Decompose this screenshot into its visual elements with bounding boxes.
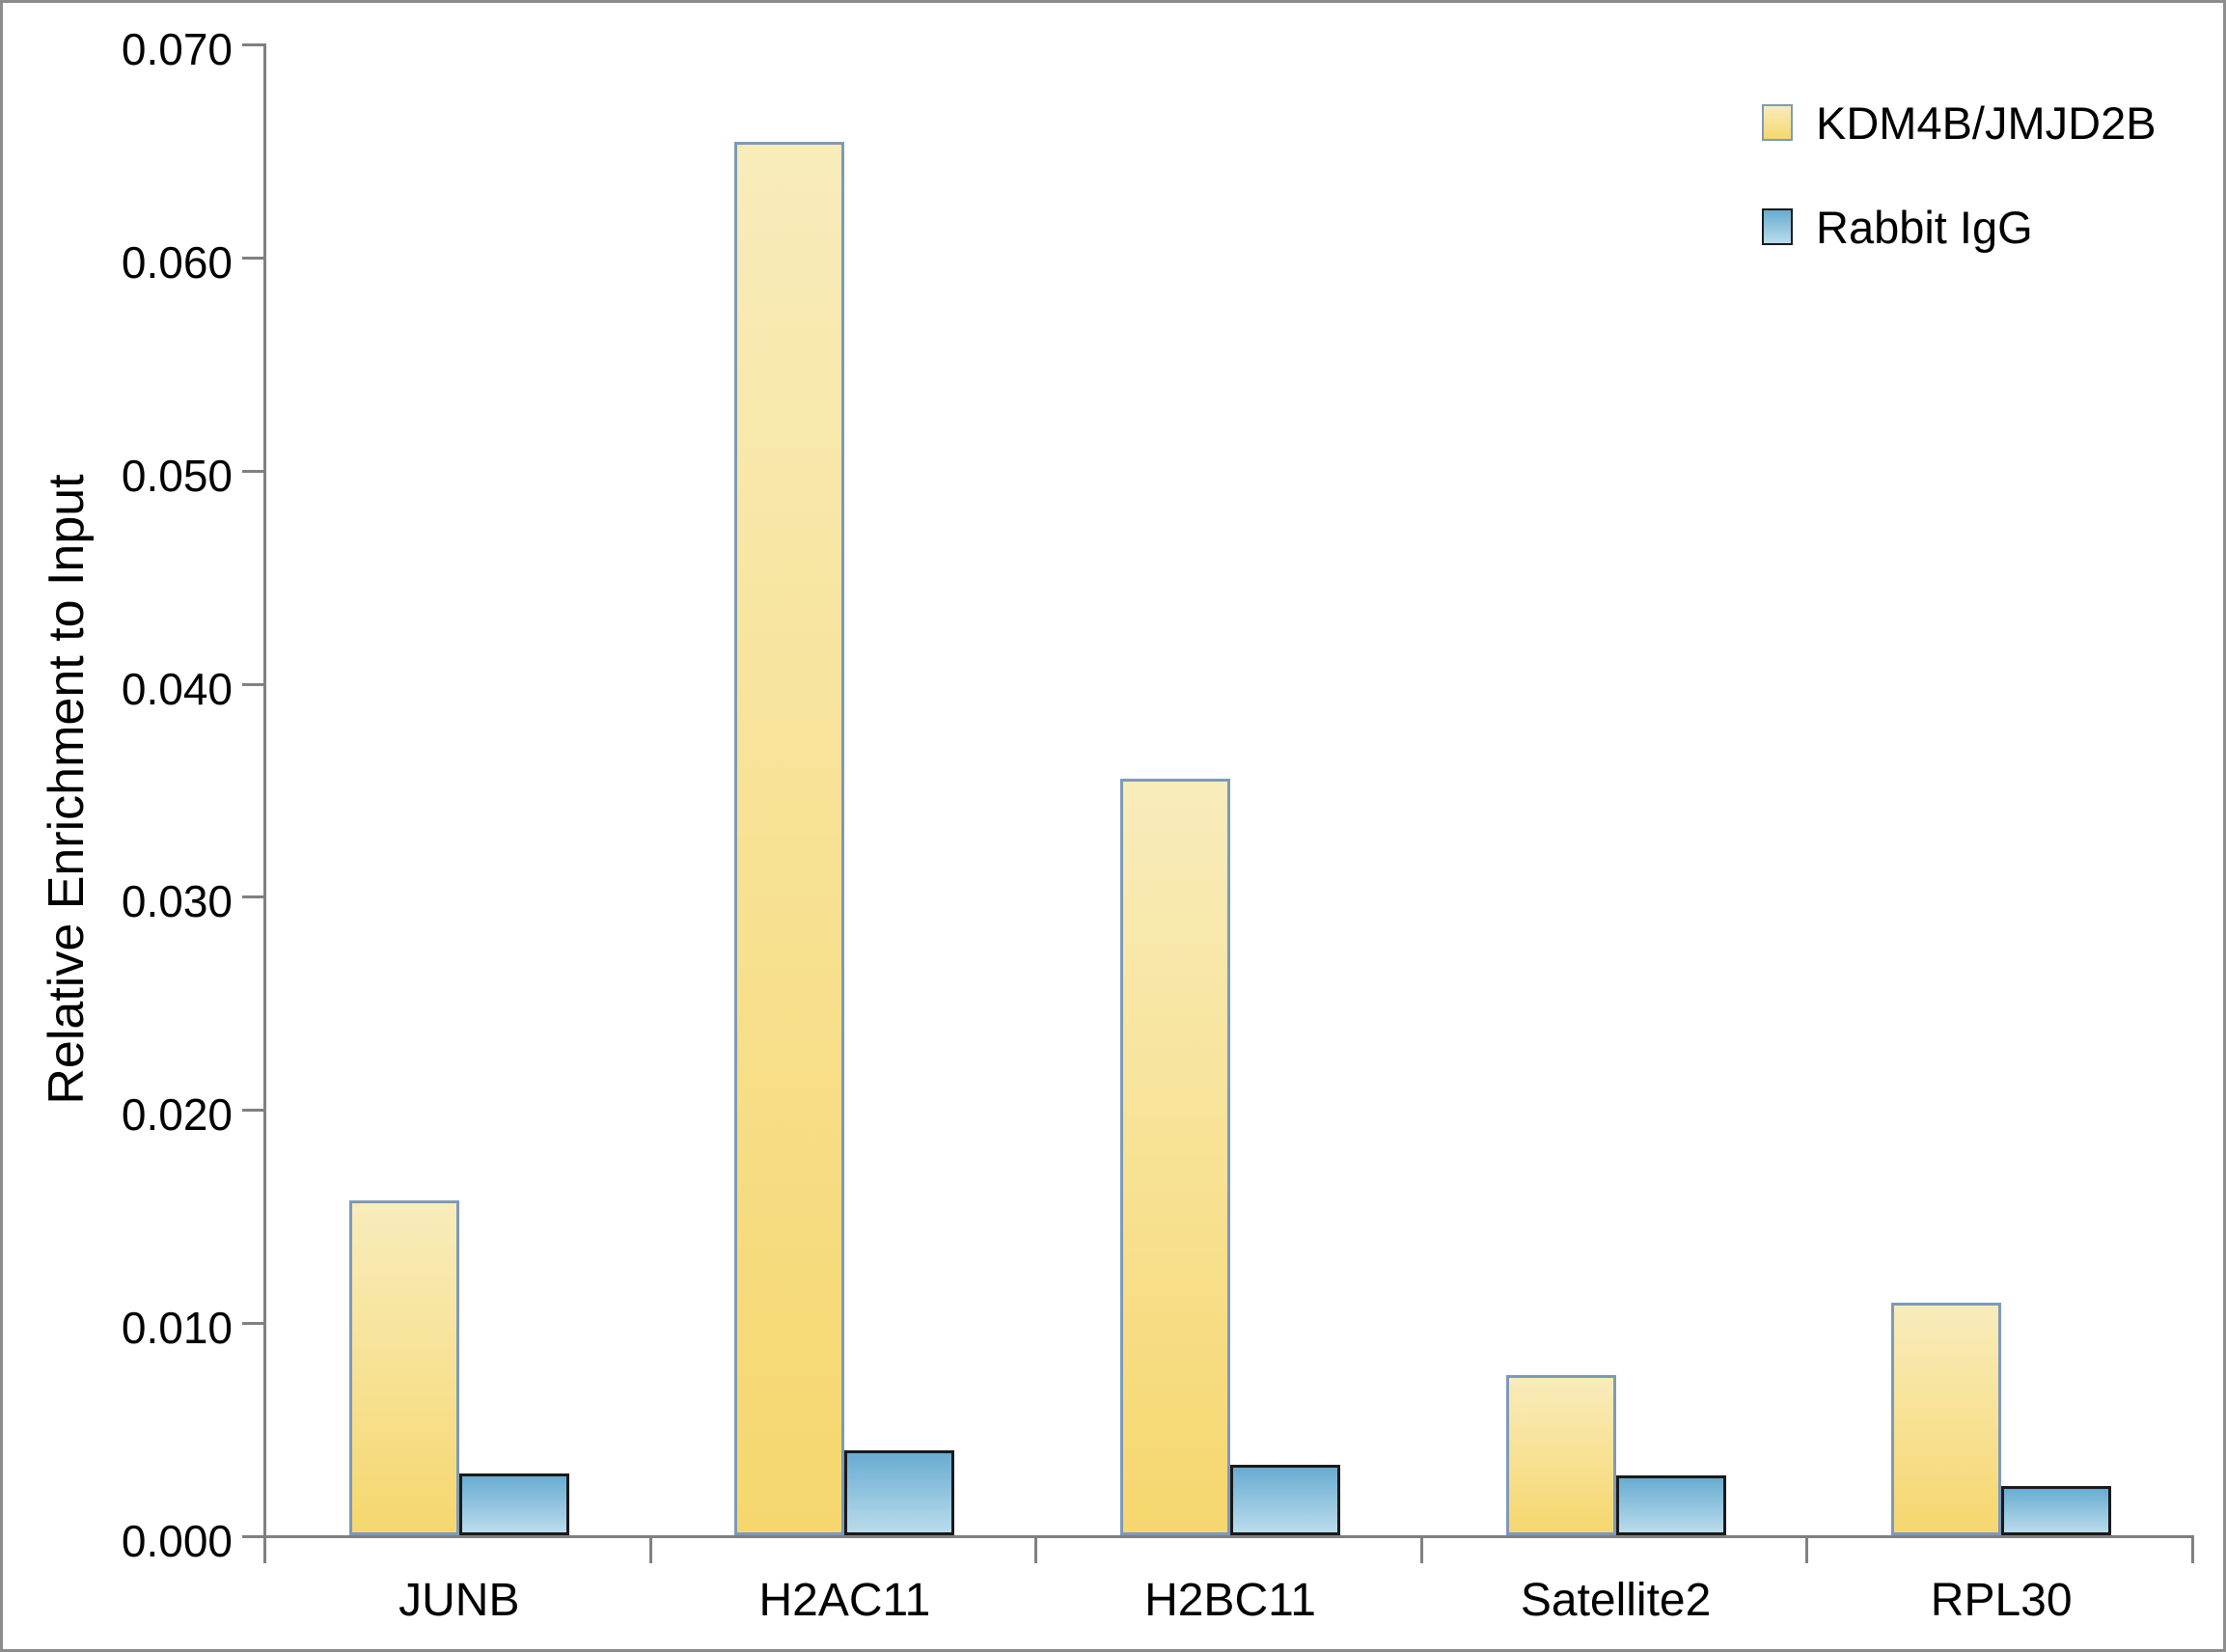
y-tick-label: 0.040 bbox=[121, 664, 233, 714]
legend-swatch-rabbit-igg bbox=[1762, 208, 1793, 245]
x-tick bbox=[263, 1538, 266, 1563]
category-label-H2AC11: H2AC11 bbox=[758, 1575, 931, 1626]
y-tick-label: 0.050 bbox=[121, 451, 233, 501]
x-tick bbox=[1420, 1538, 1423, 1563]
y-tick-label: 0.070 bbox=[121, 24, 233, 74]
x-tick bbox=[1805, 1538, 1808, 1563]
category-label-Satellite2: Satellite2 bbox=[1520, 1575, 1712, 1626]
bar-JUNB-kdm4b bbox=[348, 1200, 459, 1535]
y-tick bbox=[242, 43, 263, 46]
x-tick bbox=[2191, 1538, 2194, 1563]
bar-H2AC11-igg bbox=[844, 1450, 955, 1535]
category-label-JUNB: JUNB bbox=[398, 1575, 520, 1626]
y-tick-label: 0.060 bbox=[121, 237, 233, 288]
legend-item-rabbit-igg: Rabbit IgG bbox=[1762, 201, 2157, 253]
bar-Satellite2-igg bbox=[1615, 1475, 1726, 1535]
bar-RPL30-kdm4b bbox=[1891, 1303, 2002, 1535]
bar-H2AC11-kdm4b bbox=[734, 142, 845, 1535]
y-tick bbox=[242, 1109, 263, 1112]
y-tick-label: 0.000 bbox=[121, 1516, 233, 1566]
y-tick bbox=[242, 895, 263, 898]
y-tick bbox=[242, 257, 263, 260]
legend-swatch-kdm4b bbox=[1762, 104, 1793, 141]
legend-label-rabbit-igg: Rabbit IgG bbox=[1816, 201, 2033, 253]
bar-JUNB-igg bbox=[458, 1473, 569, 1535]
x-tick bbox=[649, 1538, 652, 1563]
legend: KDM4B/JMJD2B Rabbit IgG bbox=[1762, 96, 2157, 311]
y-tick-label: 0.020 bbox=[121, 1089, 233, 1140]
y-axis-title: Relative Enrichment to Input bbox=[39, 474, 95, 1105]
y-tick bbox=[242, 1535, 263, 1538]
y-tick bbox=[242, 1322, 263, 1325]
y-axis-line bbox=[263, 43, 266, 1538]
legend-label-kdm4b: KDM4B/JMJD2B bbox=[1816, 96, 2157, 149]
bar-RPL30-igg bbox=[2001, 1486, 2112, 1535]
category-label-RPL30: RPL30 bbox=[1930, 1575, 2073, 1626]
legend-item-kdm4b: KDM4B/JMJD2B bbox=[1762, 96, 2157, 149]
x-tick bbox=[1034, 1538, 1037, 1563]
category-label-H2BC11: H2BC11 bbox=[1144, 1575, 1316, 1626]
x-axis-line bbox=[242, 1535, 2194, 1538]
bar-Satellite2-kdm4b bbox=[1505, 1375, 1616, 1535]
y-tick-label: 0.030 bbox=[121, 876, 233, 926]
y-tick-label: 0.010 bbox=[121, 1303, 233, 1353]
y-tick bbox=[242, 470, 263, 473]
bar-H2BC11-igg bbox=[1230, 1465, 1340, 1535]
bar-H2BC11-kdm4b bbox=[1120, 779, 1230, 1535]
y-tick bbox=[242, 683, 263, 686]
